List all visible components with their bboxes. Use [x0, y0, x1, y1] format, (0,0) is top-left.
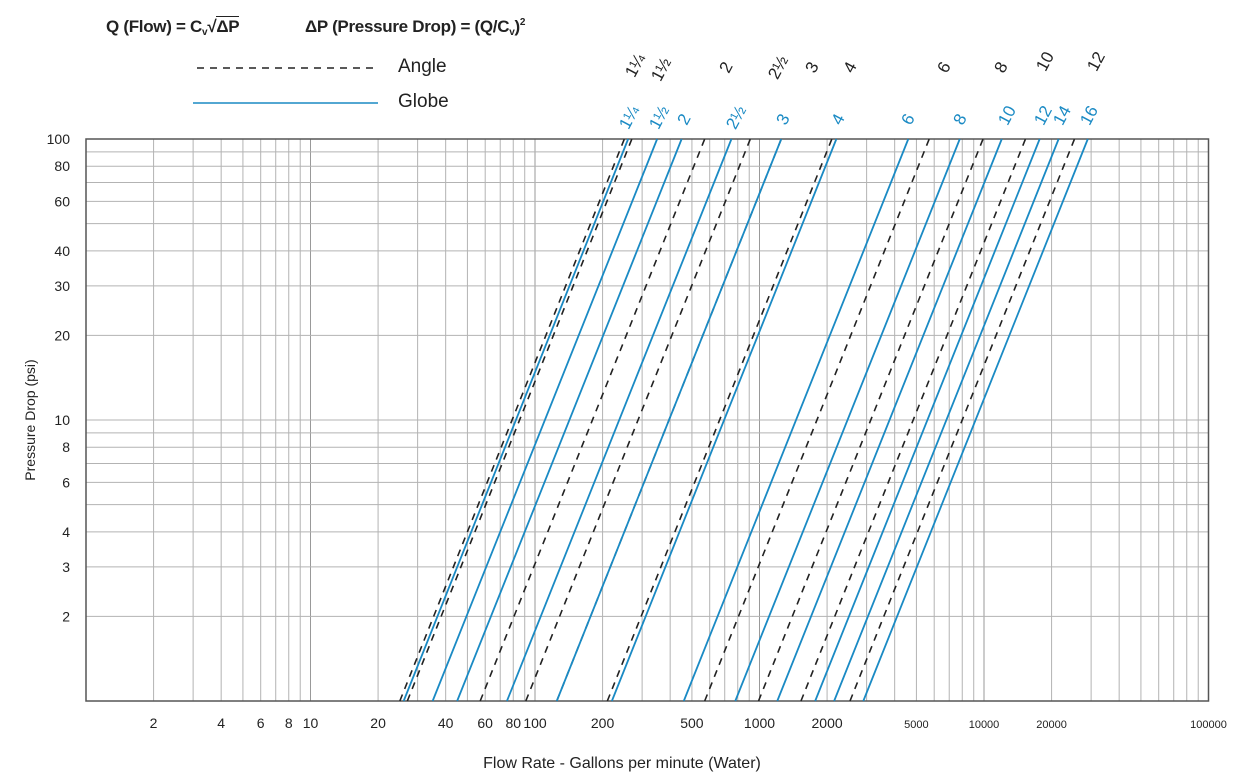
x-tick-label: 2000 [812, 715, 843, 731]
globe-size-label: 6 [898, 111, 919, 128]
drop-formula-prefix: ΔP (Pressure Drop) = (Q/C [305, 17, 510, 36]
globe-line-0 [402, 138, 629, 702]
x-tick-label: 80 [505, 715, 521, 731]
globe-size-label: 3 [773, 111, 794, 128]
y-tick-label: 8 [62, 439, 70, 455]
y-tick-label: 2 [62, 608, 70, 624]
globe-size-label: 8 [950, 111, 971, 128]
drop-formula-sub: v [509, 27, 515, 38]
globe-size-label: 10 [994, 103, 1020, 129]
x-tick-label: 100000 [1190, 719, 1227, 731]
globe-line-8 [776, 138, 1003, 702]
x-tick-label: 4 [217, 715, 225, 731]
globe-line-9 [814, 138, 1041, 702]
angle-size-label: 12 [1083, 49, 1109, 75]
angle-line-6 [703, 138, 930, 702]
plot-frame [85, 138, 1210, 702]
x-tick-label: 10000 [969, 719, 1000, 731]
globe-line-5 [611, 138, 838, 702]
angle-size-label: 2 [716, 59, 737, 76]
y-tick-label: 6 [62, 474, 70, 490]
globe-line-10 [833, 138, 1060, 702]
flow-formula-sub: v [202, 27, 208, 38]
x-tick-label: 100 [523, 715, 547, 731]
pressure-drop-formula: ΔP (Pressure Drop) = (Q/Cv)2 [305, 17, 525, 38]
y-axis-label: Pressure Drop (psi) [22, 359, 38, 480]
globe-size-label: 1½ [645, 103, 673, 133]
globe-line-2 [456, 138, 683, 702]
drop-formula-suffix: ) [514, 17, 520, 36]
flow-formula: Q (Flow) = Cv√ΔP [106, 16, 240, 38]
x-tick-label: 20 [370, 715, 386, 731]
x-axis-label: Flow Rate - Gallons per minute (Water) [483, 755, 761, 772]
angle-line-9 [849, 138, 1076, 702]
globe-line-3 [506, 138, 733, 702]
angle-size-label: 1½ [647, 55, 675, 85]
y-tick-label: 40 [54, 243, 70, 259]
globe-size-label: 4 [828, 111, 849, 128]
legend-angle-label: Angle [398, 56, 447, 77]
angle-line-2 [479, 138, 706, 702]
angle-line-7 [757, 138, 984, 702]
angle-line-1 [406, 138, 633, 702]
angle-size-label: 3 [802, 59, 823, 76]
angle-line-3 [525, 138, 752, 702]
x-tick-label: 5000 [904, 719, 928, 731]
x-tick-label: 40 [438, 715, 454, 731]
flow-formula-prefix: Q (Flow) = C [106, 17, 203, 36]
x-tick-label: 8 [285, 715, 293, 731]
globe-size-label: 14 [1049, 103, 1075, 129]
legend-globe-label: Globe [398, 91, 449, 112]
globe-line-4 [555, 138, 783, 702]
globe-size-label: 16 [1076, 103, 1102, 129]
y-tick-label: 4 [62, 524, 70, 540]
x-tick-label: 2 [150, 715, 158, 731]
angle-size-label: 10 [1032, 49, 1058, 75]
angle-line-8 [800, 138, 1027, 702]
drop-formula-sup: 2 [519, 17, 526, 28]
x-tick-label: 1000 [744, 715, 775, 731]
angle-size-label: 1¼ [621, 50, 649, 81]
angle-size-label: 4 [840, 59, 861, 76]
y-tick-label: 10 [54, 412, 70, 428]
y-tick-label: 20 [54, 327, 70, 343]
y-tick-label: 60 [54, 193, 70, 209]
y-tick-label: 80 [54, 158, 70, 174]
angle-size-label: 8 [991, 59, 1012, 76]
globe-line-1 [431, 138, 658, 702]
globe-size-label: 1¼ [615, 102, 643, 133]
x-tick-label: 20000 [1036, 719, 1067, 731]
globe-line-6 [682, 138, 910, 702]
angle-size-label: 6 [934, 59, 955, 76]
y-tick-label: 30 [54, 278, 70, 294]
x-tick-label: 500 [680, 715, 704, 731]
sqrt-symbol: √ [207, 17, 217, 36]
globe-size-label: 2½ [722, 103, 750, 133]
x-tick-label: 6 [257, 715, 265, 731]
globe-size-label: 2 [674, 111, 695, 128]
x-tick-label: 60 [477, 715, 493, 731]
y-tick-label: 3 [62, 559, 70, 575]
x-tick-label: 200 [591, 715, 615, 731]
y-tick-label: 100 [47, 131, 71, 147]
globe-line-7 [734, 138, 961, 702]
angle-size-label: 2½ [764, 53, 792, 83]
angle-line-5 [606, 138, 833, 702]
globe-line-11 [862, 138, 1089, 702]
angle-line-0 [399, 138, 626, 702]
flow-formula-radicand: ΔP [216, 16, 240, 36]
x-tick-label: 10 [303, 715, 319, 731]
